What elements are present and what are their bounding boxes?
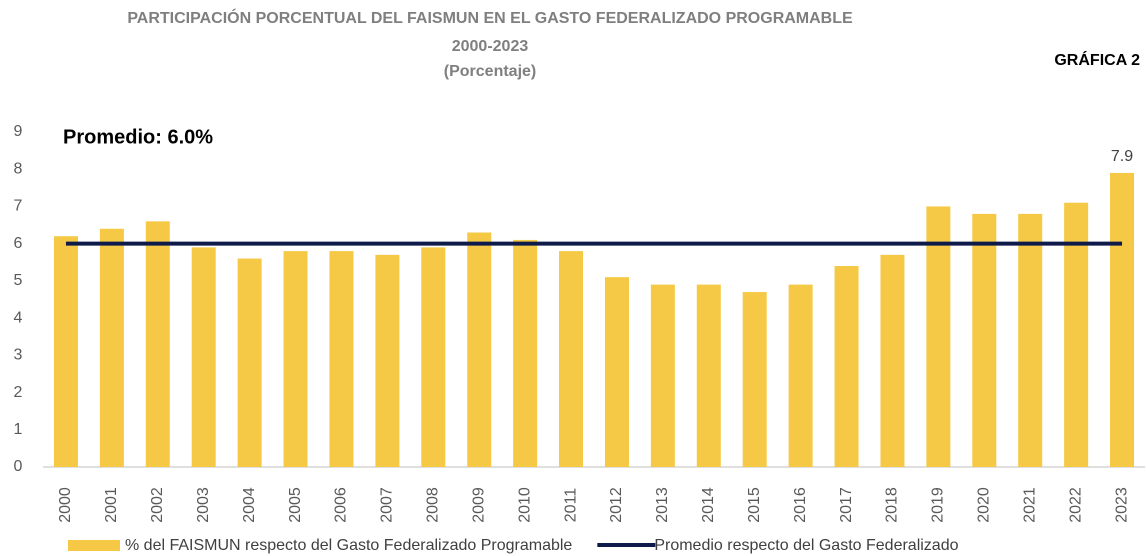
y-tick-label: 8	[14, 160, 23, 177]
bar	[834, 266, 859, 467]
data-label: 7.9	[1111, 148, 1133, 165]
x-tick-label: 2004	[241, 487, 258, 523]
y-tick-label: 5	[14, 272, 23, 289]
y-tick-label: 6	[14, 235, 23, 252]
unit-label: (Porcentaje)	[444, 63, 536, 80]
bar	[559, 251, 584, 467]
legend-label: % del FAISMUN respecto del Gasto Federal…	[125, 537, 572, 554]
x-tick-label: 2022	[1067, 487, 1084, 523]
bar	[513, 239, 538, 467]
annotation: Promedio: 6.0%	[63, 126, 213, 148]
legend-swatch	[68, 540, 120, 551]
bar	[53, 236, 78, 467]
x-tick-label: 2003	[195, 487, 212, 523]
x-tick-label: 2021	[1021, 487, 1038, 523]
y-tick-label: 7	[14, 198, 23, 215]
x-tick-label: 2012	[608, 487, 625, 523]
x-tick-label: 2005	[287, 487, 304, 523]
bar	[604, 277, 629, 467]
x-tick-label: 2014	[700, 487, 717, 523]
x-tick-label: 2011	[562, 488, 579, 523]
x-tick-label: 2006	[333, 487, 350, 523]
x-tick-label: 2013	[654, 487, 671, 523]
bar	[283, 251, 308, 467]
bar	[145, 221, 170, 467]
x-tick-label: 2023	[1113, 487, 1130, 523]
chart-number: GRÁFICA 2	[1054, 50, 1140, 69]
x-tick-label: 2002	[149, 487, 166, 523]
bar	[742, 292, 767, 467]
y-tick-label: 3	[14, 347, 23, 364]
bar	[972, 213, 997, 467]
x-tick-label: 2009	[470, 487, 487, 523]
y-tick-label: 1	[14, 421, 23, 438]
bar	[421, 247, 446, 467]
x-tick-label: 2018	[884, 487, 901, 523]
bar	[99, 228, 124, 467]
chart-subtitle: 2000-2023	[452, 38, 529, 55]
bar	[788, 284, 813, 467]
bar	[237, 258, 262, 467]
bar	[926, 206, 951, 467]
x-tick-label: 2020	[976, 487, 993, 523]
bar	[375, 254, 400, 467]
x-tick-label: 2007	[379, 487, 396, 523]
x-tick-label: 2016	[792, 487, 809, 523]
bar	[1110, 172, 1135, 467]
bar	[650, 284, 675, 467]
x-tick-label: 2015	[746, 487, 763, 523]
x-tick-label: 2001	[103, 487, 120, 523]
y-tick-label: 0	[14, 458, 23, 475]
bar	[1018, 213, 1043, 467]
chart-title: PARTICIPACIÓN PORCENTUAL DEL FAISMUN EN …	[127, 8, 853, 27]
x-tick-label: 2010	[516, 487, 533, 523]
y-tick-label: 2	[14, 384, 23, 401]
bar	[467, 232, 492, 467]
y-tick-label: 9	[14, 123, 23, 140]
bar	[191, 247, 216, 467]
y-tick-label: 4	[14, 309, 23, 326]
x-tick-label: 2000	[57, 487, 74, 523]
bar	[1064, 202, 1089, 467]
x-tick-label: 2019	[930, 487, 947, 523]
x-tick-label: 2008	[425, 487, 442, 523]
legend-label: Promedio respecto del Gasto Federalizado	[654, 537, 958, 554]
x-tick-label: 2017	[838, 487, 855, 523]
bar	[880, 254, 905, 467]
bar	[696, 284, 721, 467]
bar	[329, 251, 354, 467]
